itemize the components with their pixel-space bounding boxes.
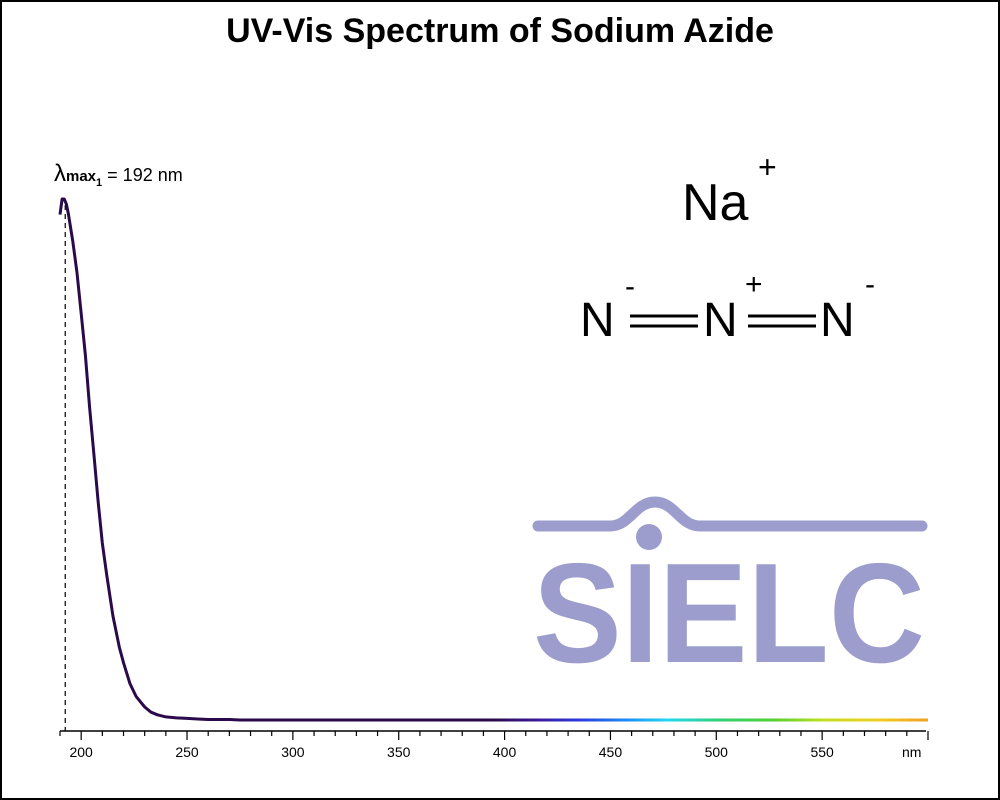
x-tick-label: 200: [69, 744, 93, 760]
n-atom-left: N: [580, 294, 615, 347]
na-atom: Na: [682, 174, 749, 232]
lambda-symbol: λ: [54, 160, 66, 187]
lambda-max-index: 1: [96, 177, 103, 189]
x-tick-label: 400: [493, 744, 517, 760]
x-tick-label: 300: [281, 744, 305, 760]
sodium-azide-structure: Na + N - N + N -: [580, 149, 875, 347]
x-tick-label: 450: [599, 744, 623, 760]
logo-swoosh: [532, 496, 928, 532]
logo-text: SIELC: [533, 534, 925, 693]
x-tick-label: 250: [175, 744, 199, 760]
logo-dot: [636, 524, 662, 550]
n-atom-center-charge: +: [745, 268, 763, 301]
x-axis-unit-label: nm: [902, 744, 921, 760]
n-atom-left-charge: -: [625, 270, 635, 303]
x-tick-label: 500: [705, 744, 729, 760]
lambda-max-subscript: max: [66, 168, 97, 185]
na-charge: +: [758, 149, 777, 185]
chart-title: UV-Vis Spectrum of Sodium Azide: [226, 12, 774, 50]
x-axis-ticks: [59, 731, 929, 740]
x-tick-label: 550: [810, 744, 834, 760]
n-atom-center: N: [703, 294, 738, 347]
x-axis-tick-labels: 200 250 300 350 400 450 500 550: [69, 744, 834, 760]
lambda-max-value: = 192 nm: [107, 165, 183, 185]
spectrum-curve: [58, 197, 928, 722]
lambda-max-annotation: λmax1 = 192 nm: [54, 160, 183, 189]
n-atom-right: N: [820, 294, 855, 347]
sielc-logo: SIELC: [532, 496, 928, 693]
n-atom-right-charge: -: [865, 268, 875, 301]
x-tick-label: 350: [387, 744, 411, 760]
